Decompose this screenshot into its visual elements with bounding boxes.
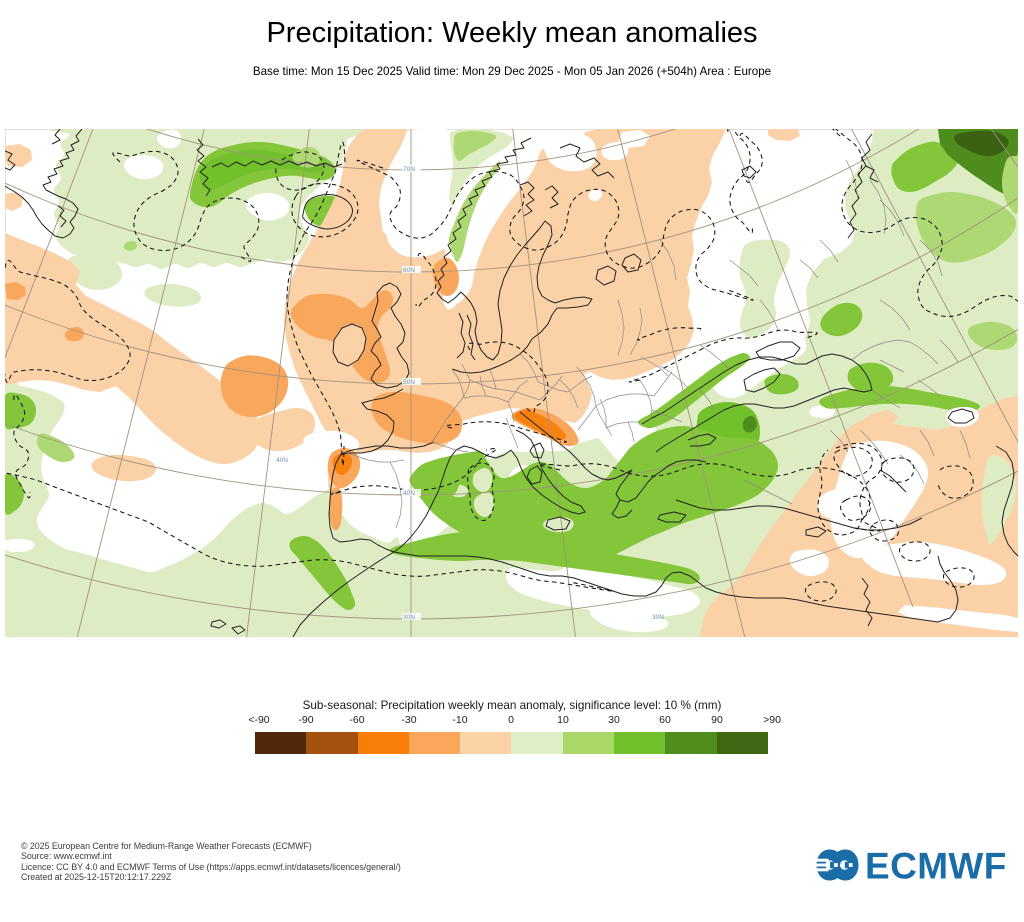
svg-text:ECMWF: ECMWF	[865, 849, 1007, 886]
svg-text:30N: 30N	[403, 614, 415, 621]
svg-text:70N: 70N	[403, 166, 415, 173]
svg-text:50N: 50N	[403, 379, 415, 386]
svg-text:40N: 40N	[276, 457, 288, 464]
svg-text:60N: 60N	[403, 267, 415, 274]
svg-text:40N: 40N	[403, 490, 415, 497]
svg-text:30N: 30N	[652, 614, 664, 621]
